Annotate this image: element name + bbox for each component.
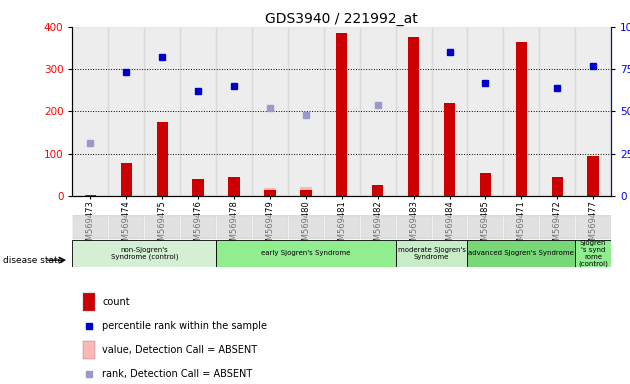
Bar — [301, 187, 311, 196]
Bar — [372, 185, 383, 196]
Bar — [575, 215, 611, 238]
Text: moderate Sjogren's
Syndrome: moderate Sjogren's Syndrome — [398, 247, 466, 260]
Bar — [108, 215, 144, 238]
Bar — [552, 177, 563, 196]
Bar — [396, 215, 432, 238]
Bar — [360, 27, 396, 196]
Bar — [252, 27, 288, 196]
Bar — [324, 27, 360, 196]
Bar — [588, 156, 598, 196]
Bar — [157, 122, 168, 196]
Bar — [444, 103, 455, 196]
Bar — [72, 215, 108, 238]
Text: non-Sjogren's
Syndrome (control): non-Sjogren's Syndrome (control) — [110, 247, 178, 260]
Bar — [467, 215, 503, 238]
Bar — [180, 215, 216, 238]
Bar — [396, 240, 467, 267]
Bar — [396, 27, 432, 196]
Text: disease state: disease state — [3, 256, 64, 265]
Bar — [288, 27, 324, 196]
Bar — [480, 173, 491, 196]
Text: early Sjogren's Syndrome: early Sjogren's Syndrome — [261, 250, 350, 257]
Bar — [324, 215, 360, 238]
Bar — [516, 42, 527, 196]
Bar — [360, 215, 396, 238]
Bar — [265, 188, 275, 196]
Bar — [467, 27, 503, 196]
Bar — [539, 27, 575, 196]
Bar — [408, 37, 419, 196]
Bar — [503, 215, 539, 238]
Bar — [193, 179, 203, 196]
Bar — [301, 190, 311, 196]
Bar — [72, 27, 108, 196]
Bar — [503, 27, 539, 196]
Bar — [72, 215, 611, 238]
Bar — [467, 240, 575, 267]
Bar — [180, 27, 216, 196]
Bar — [252, 215, 288, 238]
Text: Sjogren
's synd
rome
(control): Sjogren 's synd rome (control) — [578, 240, 608, 267]
Bar — [432, 27, 467, 196]
Text: count: count — [102, 297, 130, 307]
Bar — [121, 163, 132, 196]
Bar — [72, 240, 216, 267]
Text: advanced Sjogren's Syndrome: advanced Sjogren's Syndrome — [468, 250, 575, 257]
Text: percentile rank within the sample: percentile rank within the sample — [102, 321, 267, 331]
Bar — [85, 195, 96, 196]
Bar — [372, 188, 383, 196]
Bar — [288, 215, 324, 238]
Bar — [83, 293, 95, 311]
Text: value, Detection Call = ABSENT: value, Detection Call = ABSENT — [102, 345, 257, 355]
Bar — [229, 177, 239, 196]
Bar — [216, 27, 252, 196]
Bar — [144, 27, 180, 196]
Bar — [144, 215, 180, 238]
Bar — [108, 27, 144, 196]
Bar — [539, 215, 575, 238]
Bar — [83, 341, 95, 359]
Bar — [575, 27, 611, 196]
Bar — [265, 190, 275, 196]
Bar — [336, 33, 347, 196]
Text: rank, Detection Call = ABSENT: rank, Detection Call = ABSENT — [102, 369, 253, 379]
Bar — [216, 240, 396, 267]
Title: GDS3940 / 221992_at: GDS3940 / 221992_at — [265, 12, 418, 26]
Bar — [575, 240, 611, 267]
Bar — [432, 215, 467, 238]
Bar — [216, 215, 252, 238]
